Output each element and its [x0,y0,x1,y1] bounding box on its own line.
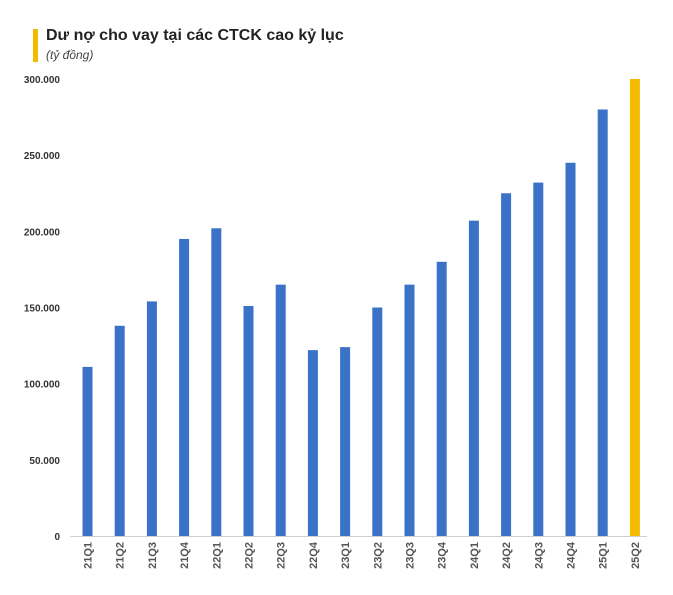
x-tick-label: 21Q1 [83,542,95,569]
y-tick-label: 150.000 [24,304,61,315]
x-tick-label: 25Q1 [598,542,610,569]
bar-22Q3 [275,284,286,536]
y-tick-label: 250.000 [24,151,61,162]
x-tick-label: 23Q4 [437,541,449,569]
x-tick-label: 24Q4 [566,541,578,569]
bar-24Q3 [533,182,544,536]
x-tick-label: 23Q3 [405,542,417,569]
x-tick-label: 22Q4 [308,541,320,569]
x-tick-label: 25Q2 [630,542,642,569]
y-tick-label: 200.000 [24,227,61,238]
bar-21Q2 [114,325,125,536]
x-tick-label: 22Q3 [276,542,288,569]
bar-23Q3 [404,284,415,536]
x-tick-label: 23Q2 [372,542,384,569]
title-accent-bar [33,29,38,62]
x-tick-label: 22Q1 [211,542,223,569]
y-tick-label: 0 [54,532,60,543]
bar-24Q2 [501,193,512,536]
bar-22Q2 [243,305,254,536]
x-tick-label: 21Q4 [179,541,191,569]
y-tick-label: 100.000 [24,380,61,391]
x-tick-label: 21Q3 [147,542,159,569]
bar-24Q1 [468,220,479,537]
bar-24Q4 [565,162,576,537]
bar-21Q4 [179,238,190,536]
bar-23Q4 [436,261,447,536]
bar-25Q1 [597,109,608,536]
bar-23Q2 [372,307,383,536]
bar-21Q1 [82,366,93,536]
bar-22Q4 [307,350,318,536]
bar-22Q1 [211,228,222,536]
chart-subtitle: (tỷ đồng) [46,48,94,62]
x-tick-label: 24Q2 [501,542,513,569]
x-tick-label: 24Q3 [533,542,545,569]
y-tick-label: 300.000 [24,75,61,86]
x-tick-label: 21Q2 [115,542,127,569]
x-tick-label: 23Q1 [340,542,352,569]
bar-21Q3 [146,301,157,536]
x-tick-label: 22Q2 [244,542,256,569]
x-tick-label: 24Q1 [469,542,481,569]
chart-title: Dư nợ cho vay tại các CTCK cao kỷ lục [46,27,344,44]
bar-25Q2 [629,79,640,536]
bar-23Q1 [340,347,351,536]
y-tick-label: 50.000 [29,456,60,467]
